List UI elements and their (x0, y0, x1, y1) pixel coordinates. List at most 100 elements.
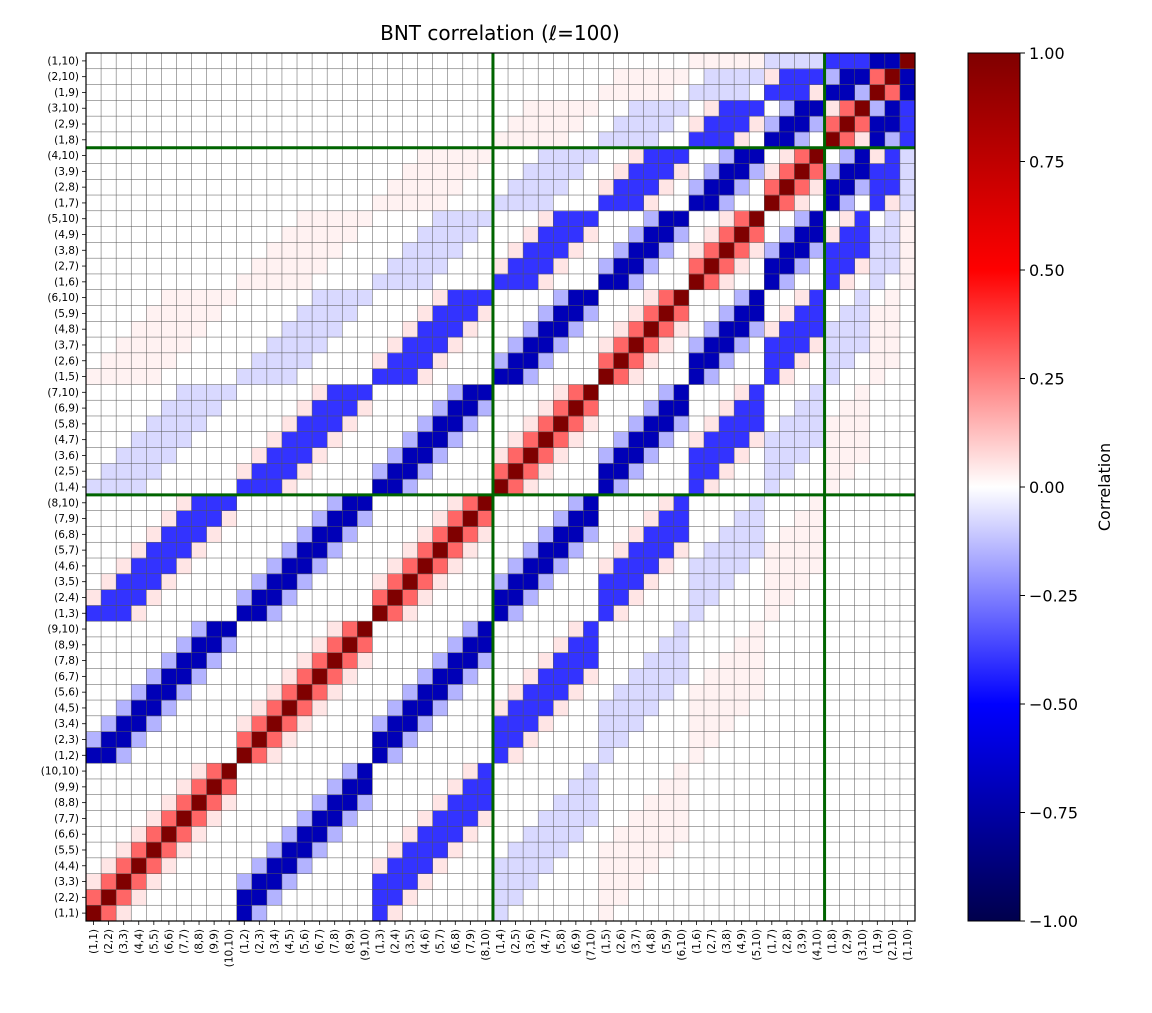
heatmap-cell (402, 447, 418, 464)
heatmap-cell (477, 700, 494, 717)
heatmap-cell (869, 826, 886, 843)
heatmap-cell (764, 873, 780, 890)
heatmap-cell (146, 179, 162, 196)
x-tick-label: (6,7) (314, 929, 326, 954)
heatmap-cell (161, 242, 177, 259)
heatmap-cell (583, 905, 599, 922)
heatmap-cell (553, 53, 569, 70)
heatmap-cell (161, 415, 177, 433)
heatmap-cell (749, 731, 765, 748)
heatmap-cell (809, 368, 825, 385)
heatmap-cell (447, 415, 464, 433)
heatmap-cell (553, 352, 569, 369)
heatmap-cell (688, 131, 705, 148)
heatmap-cell (508, 526, 524, 543)
heatmap-cell (553, 116, 569, 133)
heatmap-cell (221, 605, 238, 622)
heatmap-cell (583, 747, 599, 764)
heatmap-cell (899, 273, 916, 291)
heatmap-cell (387, 826, 403, 843)
heatmap-cell (839, 558, 856, 575)
heatmap-cell (462, 258, 479, 275)
heatmap-cell (146, 873, 162, 890)
heatmap-cell (598, 53, 614, 70)
heatmap-cell (568, 321, 584, 338)
heatmap-cell (191, 747, 207, 764)
heatmap-cell (447, 337, 464, 354)
heatmap-cell (734, 368, 750, 385)
heatmap-cell (643, 873, 660, 890)
heatmap-cell (899, 447, 916, 464)
heatmap-cell (673, 479, 690, 496)
heatmap-cell (688, 163, 705, 180)
heatmap-cell (839, 842, 856, 859)
heatmap-cell (236, 100, 253, 117)
heatmap-cell (191, 810, 207, 827)
heatmap-cell (643, 273, 660, 291)
heatmap-cell (719, 700, 735, 717)
heatmap-cell (628, 826, 644, 843)
heatmap-cell (869, 289, 886, 306)
x-tick-label: (2,4) (389, 929, 401, 954)
heatmap-cell (372, 731, 388, 748)
heatmap-cell (266, 195, 283, 212)
heatmap-cell (538, 621, 554, 638)
y-tick-label: (5,9) (54, 308, 79, 320)
heatmap-cell (824, 794, 840, 811)
heatmap-cell (598, 352, 614, 369)
heatmap-cell (643, 573, 660, 590)
heatmap-cell (116, 810, 132, 827)
heatmap-cell (357, 273, 373, 291)
heatmap-cell (221, 384, 238, 401)
heatmap-cell (703, 573, 720, 590)
heatmap-cell (417, 857, 433, 874)
heatmap-cell (86, 684, 102, 701)
heatmap-cell (221, 84, 238, 101)
heatmap-cell (839, 242, 856, 259)
heatmap-cell (613, 463, 629, 480)
heatmap-cell (658, 179, 675, 196)
heatmap-cell (146, 778, 162, 796)
heatmap-cell (538, 715, 554, 732)
heatmap-cell (523, 447, 539, 464)
heatmap-cell (749, 321, 765, 338)
heatmap-cell (538, 116, 554, 133)
heatmap-cell (719, 889, 735, 906)
heatmap-cell (161, 53, 177, 70)
heatmap-cell (191, 352, 207, 369)
heatmap-cell (432, 905, 449, 922)
heatmap-cell (101, 652, 117, 669)
heatmap-cell (673, 573, 690, 590)
heatmap-cell (749, 684, 765, 701)
heatmap-cell (703, 273, 720, 291)
heatmap-cell (372, 131, 388, 148)
heatmap-cell (417, 258, 433, 275)
heatmap-cell (598, 431, 614, 448)
heatmap-cell (779, 68, 795, 85)
heatmap-cell (402, 889, 418, 906)
heatmap-cell (764, 321, 780, 338)
heatmap-cell (809, 763, 825, 780)
heatmap-cell (628, 794, 644, 811)
heatmap-cell (523, 84, 539, 101)
heatmap-cell (236, 542, 253, 559)
heatmap-cell (402, 605, 418, 622)
heatmap-cell (312, 479, 328, 496)
heatmap-cell (161, 337, 177, 354)
heatmap-cell (312, 258, 328, 275)
heatmap-cell (236, 573, 253, 590)
heatmap-cell (281, 242, 298, 259)
heatmap-cell (131, 84, 147, 101)
heatmap-cell (492, 905, 509, 922)
heatmap-cell (402, 116, 418, 133)
heatmap-cell (613, 636, 629, 654)
heatmap-cell (342, 636, 358, 654)
heatmap-cell (749, 179, 765, 196)
heatmap-cell (854, 100, 871, 117)
heatmap-cell (432, 53, 449, 70)
heatmap-cell (191, 163, 207, 180)
heatmap-cell (266, 210, 283, 227)
heatmap-cell (161, 100, 177, 117)
heatmap-cell (643, 621, 660, 638)
heatmap-cell (749, 415, 765, 433)
